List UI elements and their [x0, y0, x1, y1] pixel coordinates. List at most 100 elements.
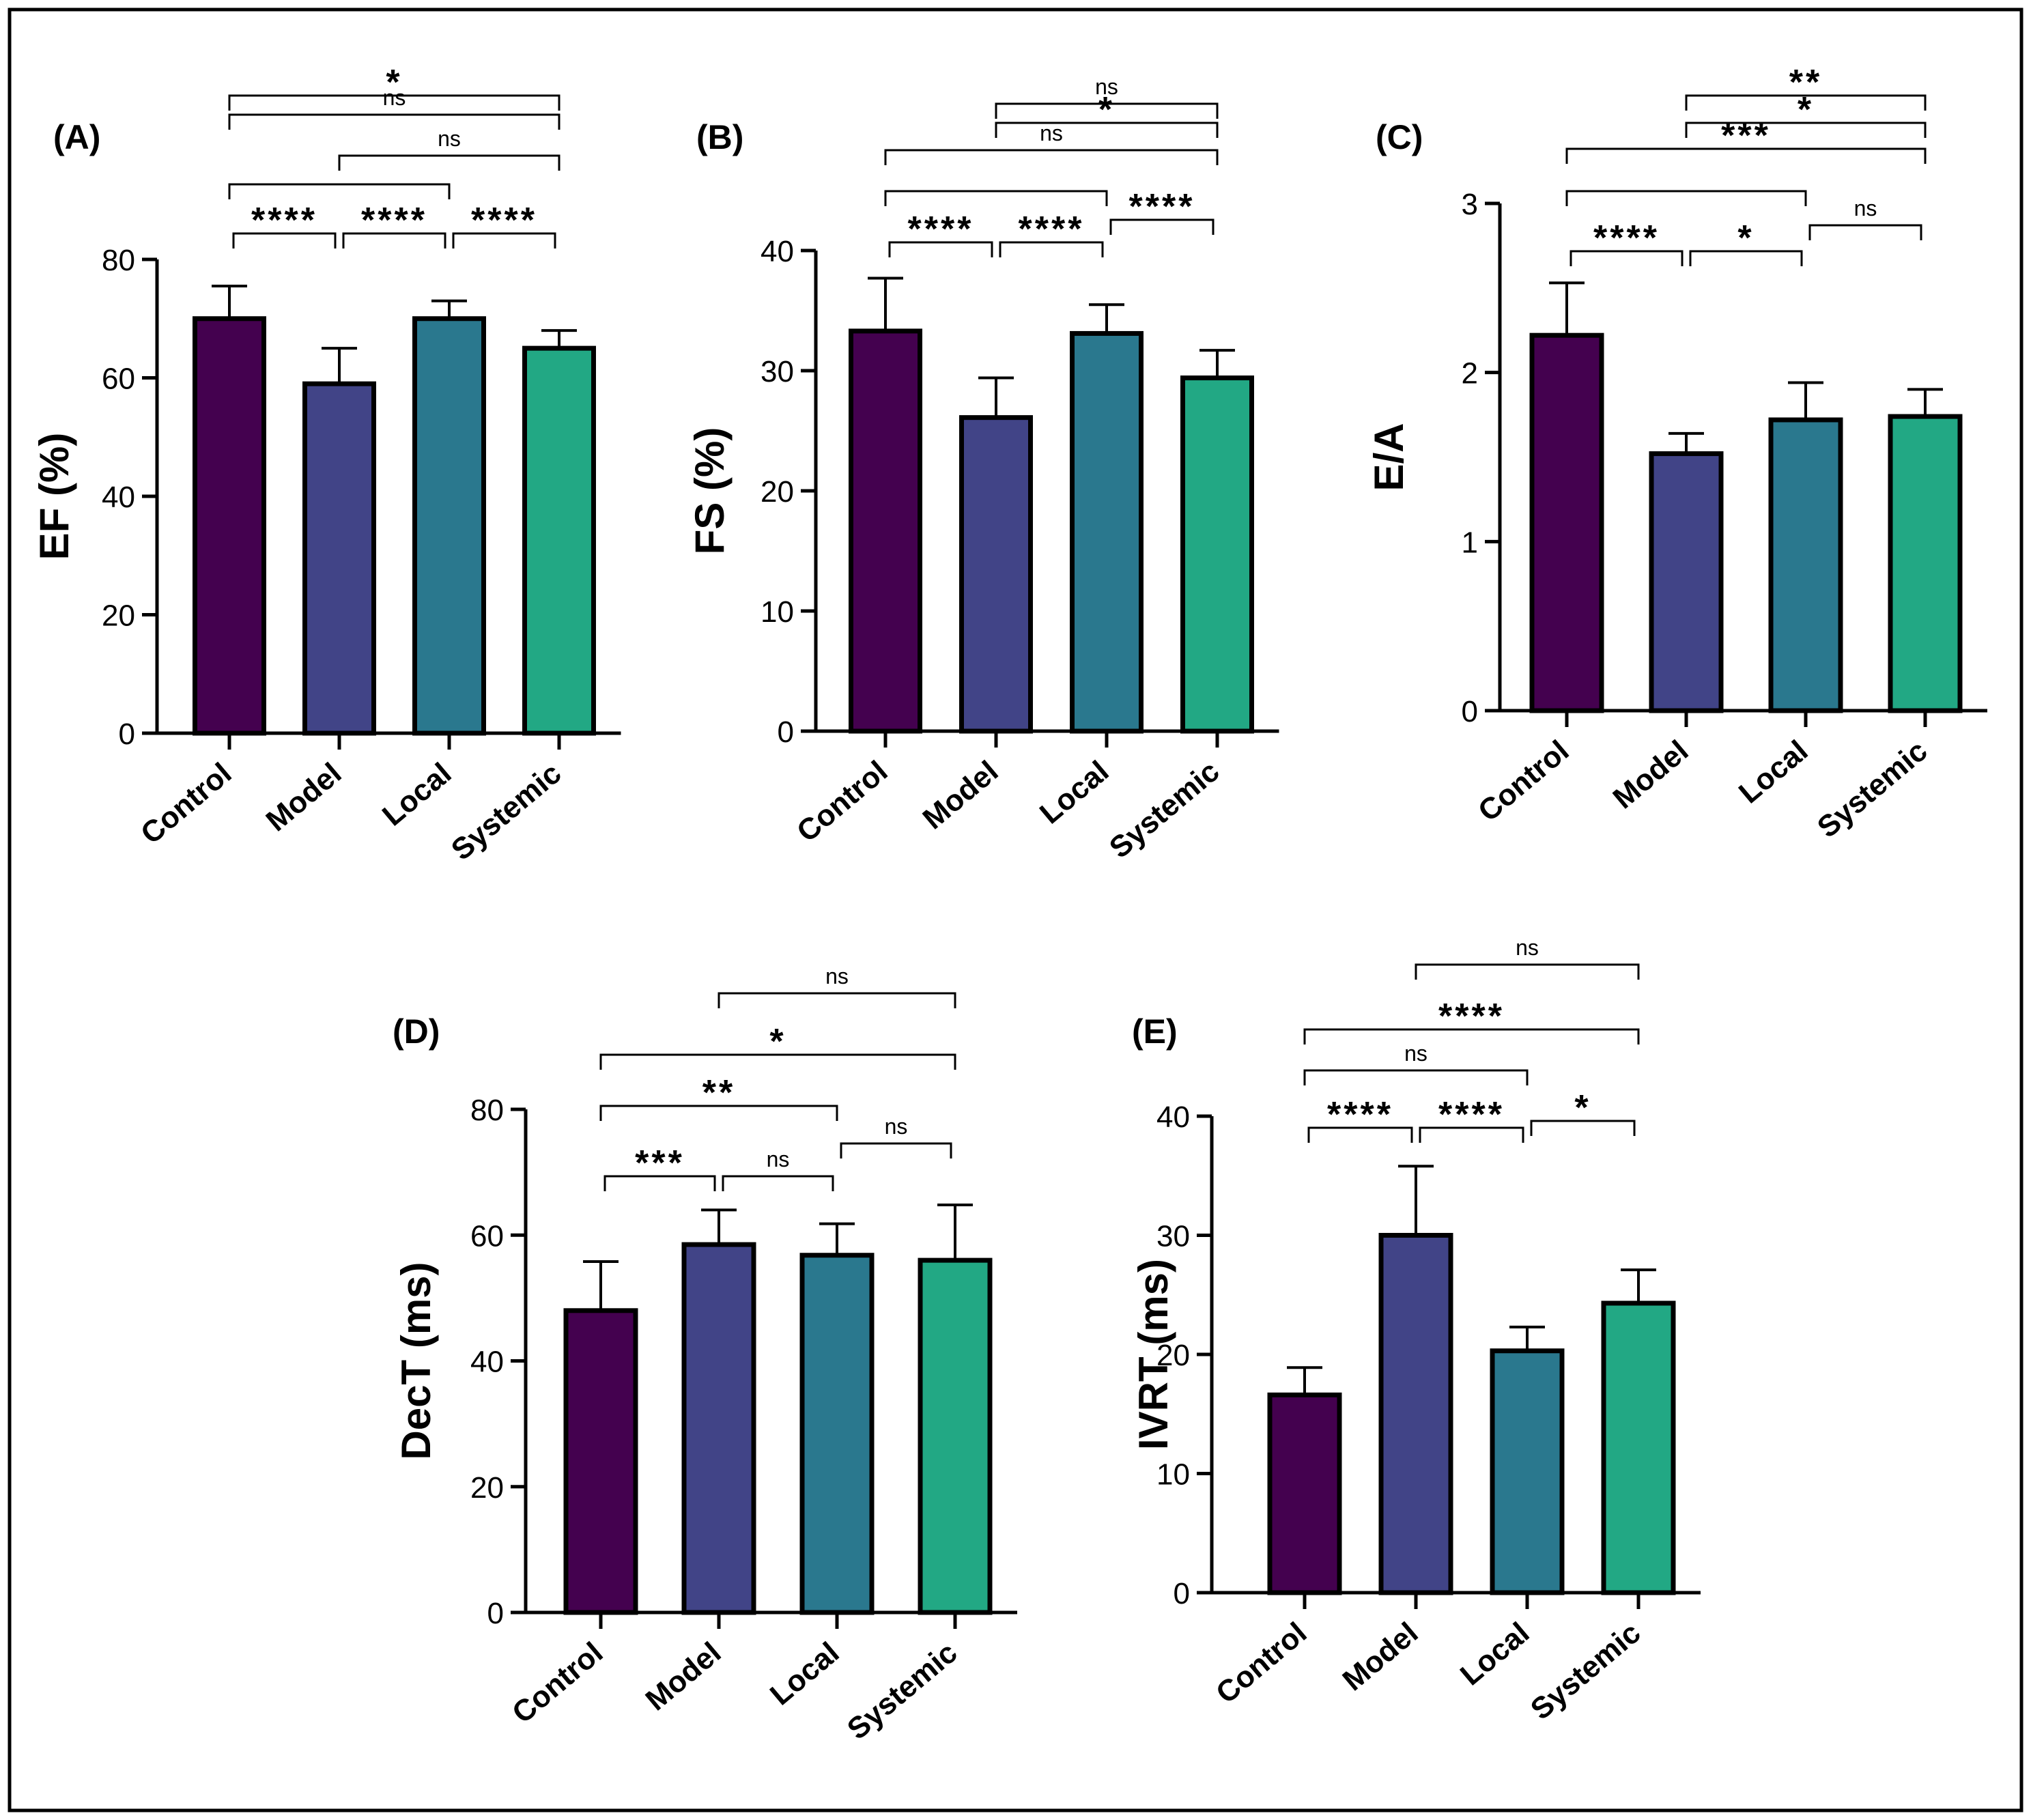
significance-bracket — [840, 1142, 952, 1158]
y-tick-label: 0 — [1174, 1577, 1190, 1610]
significance-label: **** — [1438, 1095, 1505, 1135]
significance-label: **** — [1327, 1095, 1393, 1135]
bar-systemic — [1888, 414, 1963, 713]
significance-label: ns — [383, 85, 406, 110]
significance-label: ns — [1404, 1041, 1428, 1066]
significance-bracket — [1685, 94, 1927, 111]
y-tick-label: 40 — [102, 481, 135, 514]
y-tick-label: 0 — [487, 1597, 504, 1630]
significance-bracket — [999, 241, 1104, 257]
y-tick-label: 20 — [470, 1471, 504, 1505]
y-tick-label: 2 — [1462, 357, 1478, 390]
y-axis-title: FS (%) — [687, 427, 733, 555]
significance-label: * — [1098, 90, 1115, 130]
y-tick-label: 80 — [470, 1094, 504, 1127]
significance-label: **** — [251, 201, 317, 240]
y-axis-title: EF (%) — [31, 433, 77, 560]
significance-label: * — [769, 1022, 786, 1062]
significance-label: ns — [767, 1147, 790, 1171]
y-axis-title: E/A — [1366, 423, 1412, 491]
y-axis-title: DecT (ms) — [393, 1262, 439, 1460]
y-tick-label: 3 — [1462, 188, 1478, 221]
bar-control — [849, 328, 922, 734]
y-tick-label: 10 — [1156, 1458, 1190, 1492]
bar-control — [193, 316, 266, 736]
y-tick-label: 80 — [102, 244, 135, 277]
y-tick-label: 60 — [470, 1219, 504, 1253]
significance-bracket — [1303, 1028, 1640, 1044]
significance-bracket — [995, 102, 1219, 119]
significance-label: ns — [1095, 74, 1118, 99]
significance-label: ns — [1040, 121, 1063, 145]
significance-label: ns — [885, 1114, 908, 1139]
bar-control — [1267, 1392, 1342, 1595]
y-tick-label: 40 — [1156, 1100, 1190, 1134]
significance-label: **** — [1129, 187, 1195, 227]
figure-border — [8, 8, 2023, 1812]
significance-bracket — [1565, 147, 1927, 164]
significance-bracket — [452, 232, 556, 248]
y-tick-label: 20 — [1156, 1339, 1190, 1372]
bar-control — [1529, 332, 1604, 713]
y-axis-title: IVRT (ms) — [1131, 1259, 1176, 1450]
significance-bracket — [888, 241, 993, 257]
panel-label: (B) — [696, 118, 743, 156]
significance-bracket — [1685, 122, 1927, 138]
significance-bracket — [995, 122, 1219, 138]
significance-label: **** — [908, 210, 974, 249]
bar-systemic — [918, 1257, 993, 1615]
bar-model — [1649, 451, 1724, 713]
y-tick-label: 30 — [761, 355, 794, 388]
significance-bracket — [1570, 250, 1684, 266]
significance-bracket — [1689, 250, 1803, 266]
significance-bracket — [718, 992, 956, 1008]
y-tick-label: 10 — [761, 595, 794, 629]
bar-model — [681, 1242, 756, 1615]
significance-label: ns — [438, 126, 461, 151]
panel-label: (A) — [53, 118, 100, 156]
significance-label: ns — [825, 964, 849, 989]
significance-label: * — [1798, 90, 1814, 130]
significance-bracket — [1565, 190, 1807, 206]
significance-bracket — [603, 1175, 716, 1191]
significance-bracket — [228, 94, 560, 111]
panel-label: (C) — [1376, 118, 1423, 156]
significance-bracket — [722, 1175, 834, 1191]
bar-model — [959, 415, 1033, 734]
significance-bracket — [1109, 218, 1215, 235]
significance-bracket — [1307, 1126, 1413, 1143]
significance-bracket — [884, 149, 1219, 165]
significance-bracket — [884, 190, 1108, 206]
significance-label: * — [1737, 218, 1754, 258]
panel-label: (E) — [1132, 1012, 1178, 1051]
y-tick-label: 20 — [761, 475, 794, 509]
y-tick-label: 1 — [1462, 526, 1478, 559]
significance-bracket — [599, 1053, 956, 1070]
bar-model — [1378, 1233, 1453, 1595]
bar-local — [1490, 1348, 1565, 1595]
significance-bracket — [228, 183, 451, 199]
significance-label: ** — [702, 1073, 735, 1113]
significance-bracket — [599, 1105, 838, 1121]
significance-label: **** — [1438, 997, 1505, 1036]
significance-bracket — [228, 113, 560, 130]
significance-label: ns — [1854, 196, 1877, 221]
significance-label: * — [1574, 1088, 1591, 1128]
significance-label: *** — [635, 1143, 685, 1183]
y-tick-label: 40 — [761, 235, 794, 268]
significance-bracket — [1303, 1069, 1529, 1085]
significance-label: **** — [471, 201, 537, 240]
bar-control — [563, 1308, 638, 1615]
significance-label: ns — [1516, 935, 1539, 960]
y-tick-label: 40 — [470, 1346, 504, 1379]
significance-bracket — [338, 154, 560, 171]
significance-bracket — [1415, 963, 1640, 980]
significance-label: **** — [361, 201, 427, 240]
significance-bracket — [1808, 224, 1922, 240]
bar-local — [799, 1253, 875, 1615]
significance-label: **** — [1593, 218, 1660, 258]
y-tick-label: 0 — [1462, 695, 1478, 728]
bar-local — [1070, 330, 1144, 734]
